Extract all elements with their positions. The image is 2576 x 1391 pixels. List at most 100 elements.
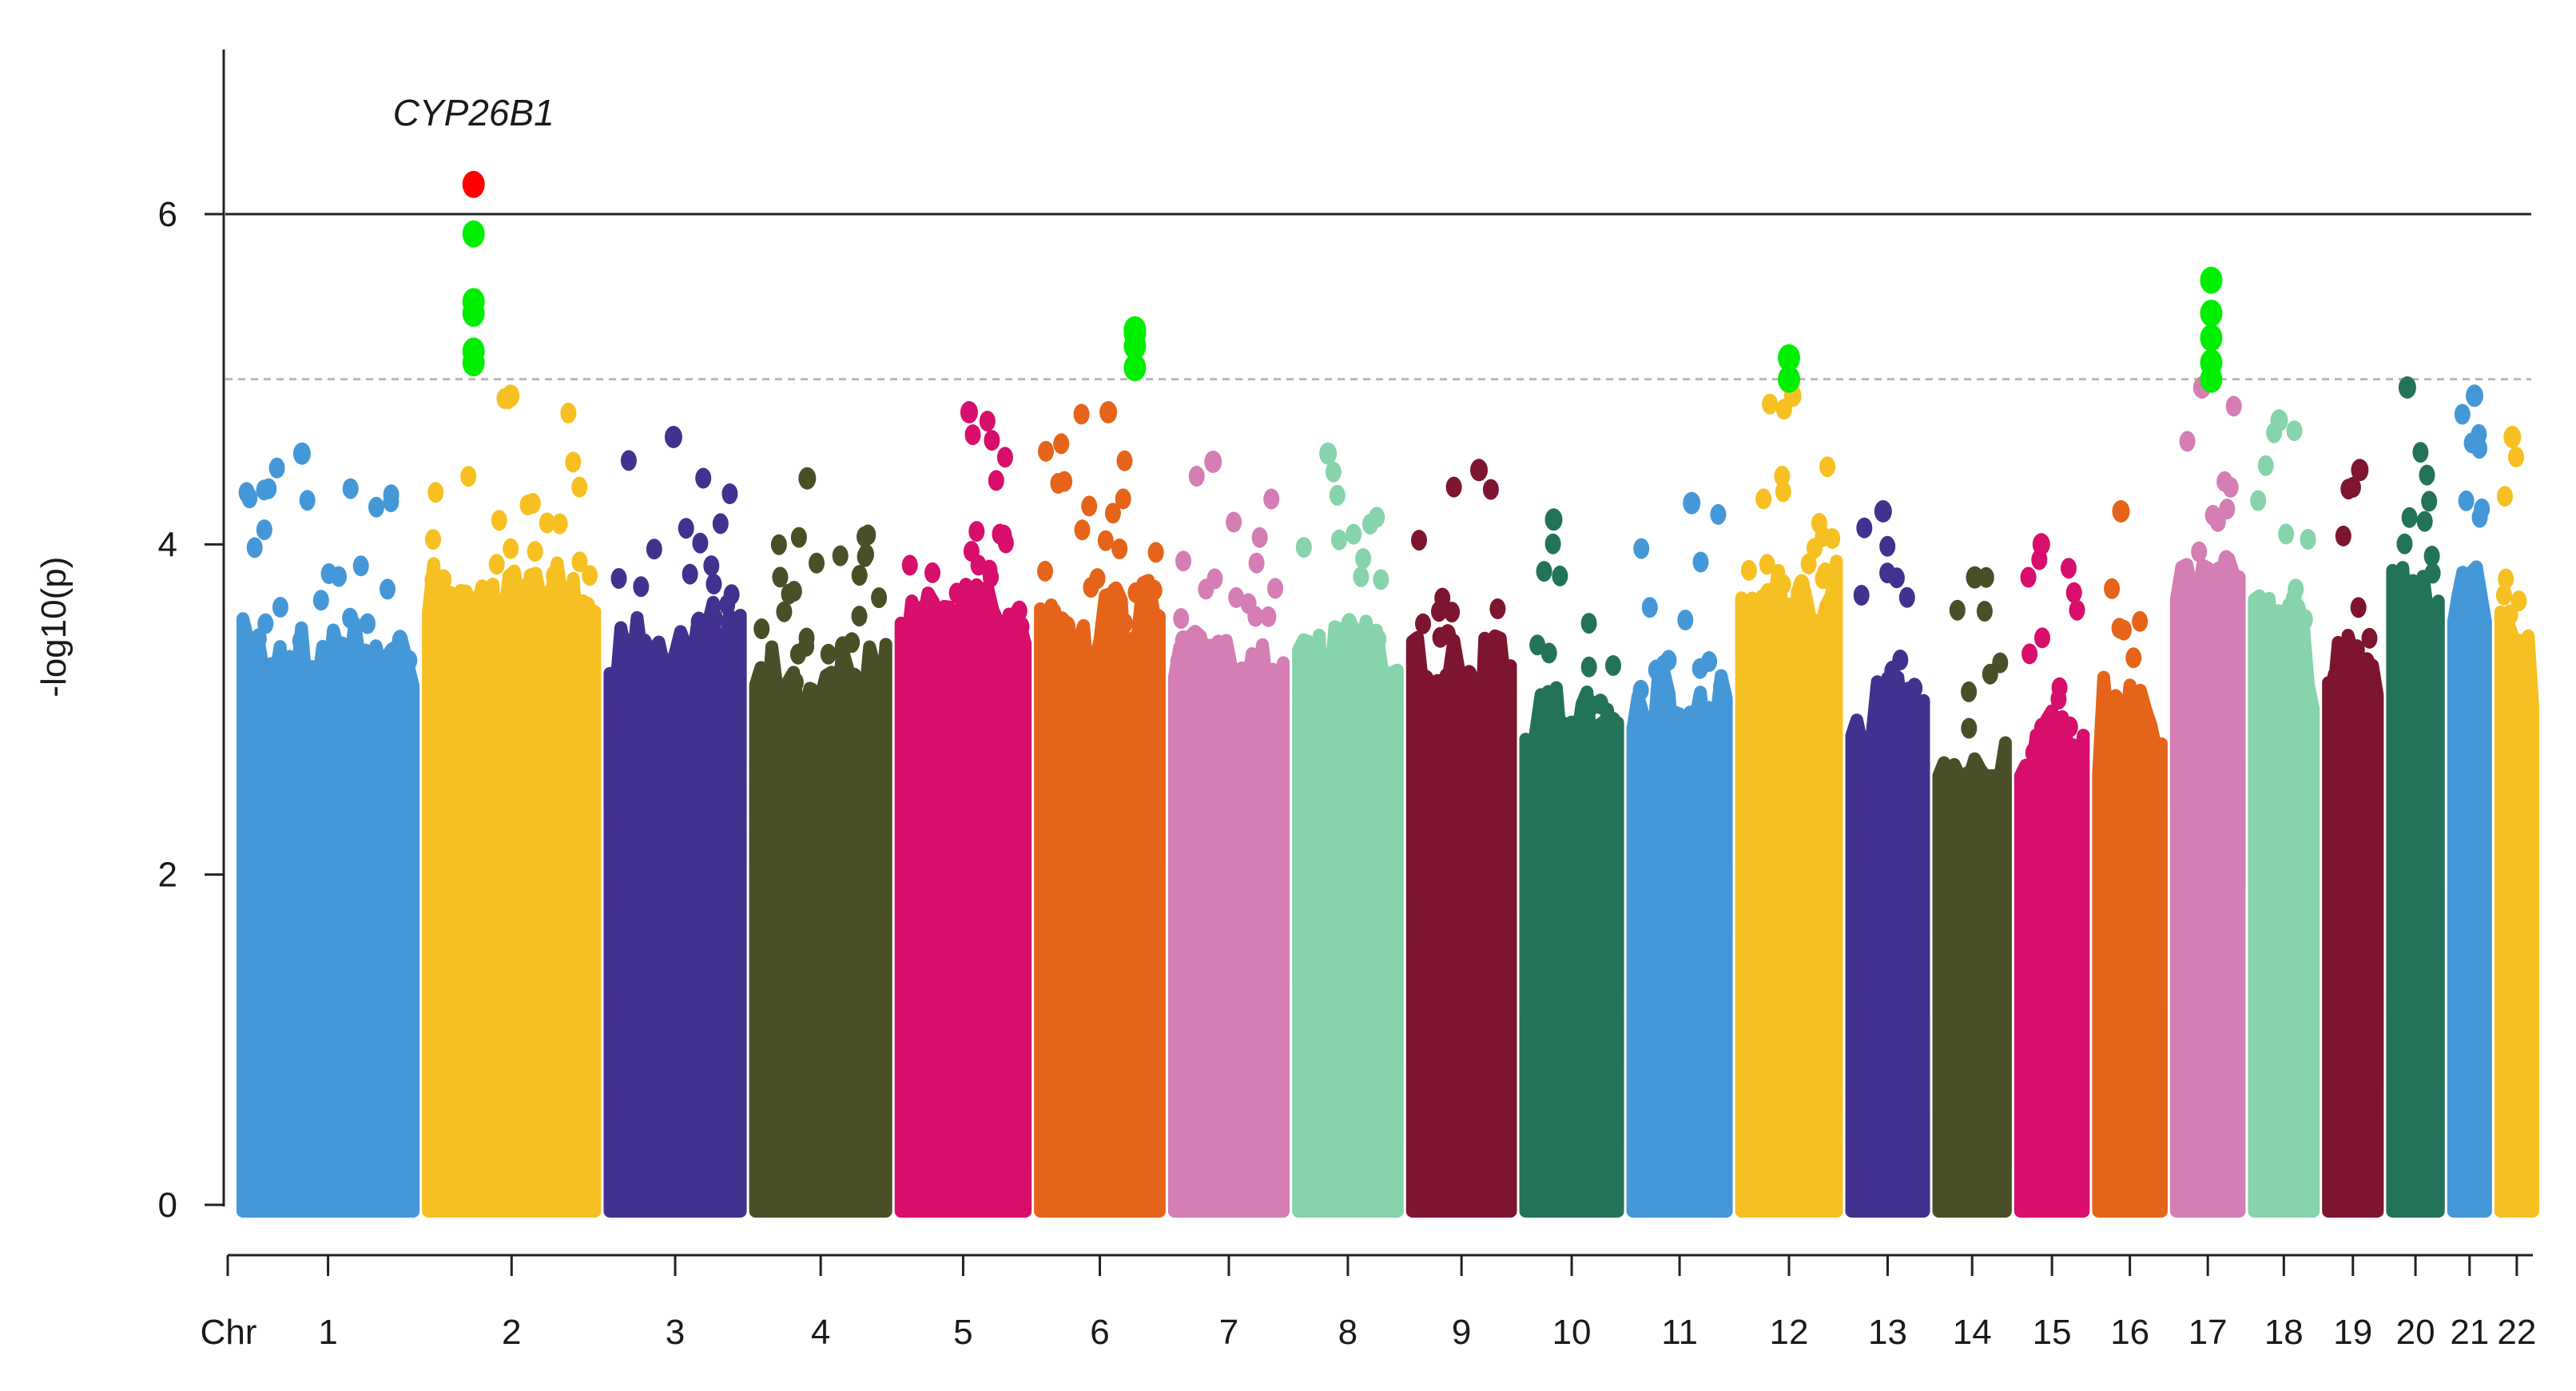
- points: [462, 170, 2223, 393]
- snp-point: [2423, 546, 2440, 566]
- snp-point: [383, 484, 400, 506]
- x-tick-label-chr-4: 4: [811, 1313, 830, 1352]
- snp-point: [392, 630, 408, 651]
- snp-point: [2059, 736, 2076, 757]
- snp-point: [351, 648, 367, 670]
- x-tick-label-chr-12: 12: [1770, 1313, 1809, 1352]
- snp-point: [2286, 420, 2303, 442]
- snp-point: [1905, 688, 1922, 709]
- snp-point: [809, 552, 825, 574]
- snp-point: [770, 534, 787, 555]
- snp-point: [582, 565, 598, 586]
- snp-point: [2034, 627, 2050, 649]
- snp-point: [491, 510, 507, 531]
- snp-point: [2191, 541, 2208, 562]
- chromosome-7-points: [1167, 625, 1290, 1218]
- x-tick-label-chr-20: 20: [2396, 1313, 2435, 1352]
- snp-point: [1898, 586, 1915, 608]
- snp-point: [719, 594, 736, 615]
- snp-point: [1228, 586, 1245, 608]
- snp-point: [2220, 588, 2236, 610]
- snp-point: [1775, 481, 1791, 503]
- snp-point: [565, 451, 582, 473]
- snp-point: [1686, 706, 1702, 728]
- chromosome-16-points: [2092, 670, 2168, 1218]
- snp-point: [1073, 403, 1090, 425]
- snp-point: [620, 450, 637, 471]
- snp-point: [1037, 560, 1053, 582]
- snp-point: [1488, 674, 1505, 695]
- snp-point: [435, 569, 452, 590]
- snp-point: [1976, 601, 1993, 622]
- snp-point: [2471, 438, 2487, 459]
- snp-point: [401, 650, 418, 671]
- snp-point-top: [2503, 426, 2522, 448]
- chromosome-19-points: [2322, 629, 2384, 1218]
- chromosome-12: [1735, 384, 1843, 1218]
- chromosome-14: [1932, 566, 2012, 1218]
- snp-point-top: [1099, 401, 1118, 423]
- snp-point: [1702, 704, 1719, 725]
- snp-point: [614, 630, 631, 651]
- snp-point-top: [2032, 533, 2050, 556]
- snp-point: [1648, 659, 1664, 681]
- snp-point: [1116, 612, 1133, 634]
- snp-point: [2361, 627, 2378, 649]
- snp-point: [299, 490, 316, 511]
- significant-snp-point: [2200, 324, 2223, 352]
- chromosome-9-points: [1405, 629, 1517, 1218]
- chromosome-7: [1167, 451, 1290, 1218]
- x-tick-label-chr-15: 15: [2033, 1313, 2072, 1352]
- snp-point: [1373, 569, 1389, 590]
- chromosome-18: [2248, 409, 2320, 1218]
- snp-point: [1346, 523, 1362, 545]
- snp-point: [268, 457, 285, 479]
- x-tick-label-chr-7: 7: [1219, 1313, 1238, 1352]
- snp-point: [1605, 655, 1621, 676]
- snp-point: [1011, 600, 1028, 622]
- snp-point-top: [2112, 500, 2130, 523]
- snp-point: [2104, 578, 2121, 599]
- snp-point: [963, 541, 980, 562]
- snp-point: [2339, 669, 2355, 690]
- snp-point-top: [1544, 508, 1563, 531]
- snp-point: [1429, 674, 1446, 695]
- chromosome-1: [237, 442, 420, 1218]
- chromosome-8-points: [1292, 614, 1404, 1218]
- snp-point: [2451, 599, 2468, 620]
- snp-point: [2495, 584, 2512, 606]
- snp-point: [2300, 529, 2316, 550]
- snp-point-top: [1319, 442, 1338, 465]
- snp-point-top: [1966, 566, 1984, 589]
- snp-point: [690, 611, 707, 633]
- snp-point: [2348, 639, 2365, 661]
- snp-point: [2222, 476, 2239, 498]
- snp-point: [1660, 650, 1677, 671]
- snp-point: [1341, 613, 1358, 634]
- snp-point: [1544, 533, 1561, 554]
- snp-point: [1175, 550, 1191, 572]
- snp-point: [964, 424, 981, 446]
- snp-point: [948, 616, 964, 638]
- snp-point: [1824, 528, 1841, 549]
- x-tick-label-chr-3: 3: [666, 1313, 685, 1352]
- snp-point: [519, 595, 536, 617]
- snp-point: [1536, 561, 1552, 582]
- chromosome-blocks: [237, 376, 2539, 1218]
- snp-point: [2070, 746, 2087, 768]
- snp-point: [571, 476, 588, 498]
- snp-point: [963, 609, 980, 630]
- snp-point: [460, 466, 477, 487]
- snp-point: [1811, 512, 1827, 534]
- snp-point: [1949, 599, 1966, 621]
- snp-point: [2061, 716, 2078, 737]
- snp-point: [1295, 537, 1312, 558]
- chromosome-20: [2386, 376, 2445, 1218]
- snp-point: [1982, 663, 1998, 685]
- snp-point: [1210, 634, 1226, 656]
- snp-point: [1342, 656, 1359, 678]
- snp-point: [1081, 495, 1098, 517]
- snp-point: [1580, 613, 1597, 634]
- snp-point: [490, 599, 507, 621]
- snp-point: [2021, 643, 2038, 665]
